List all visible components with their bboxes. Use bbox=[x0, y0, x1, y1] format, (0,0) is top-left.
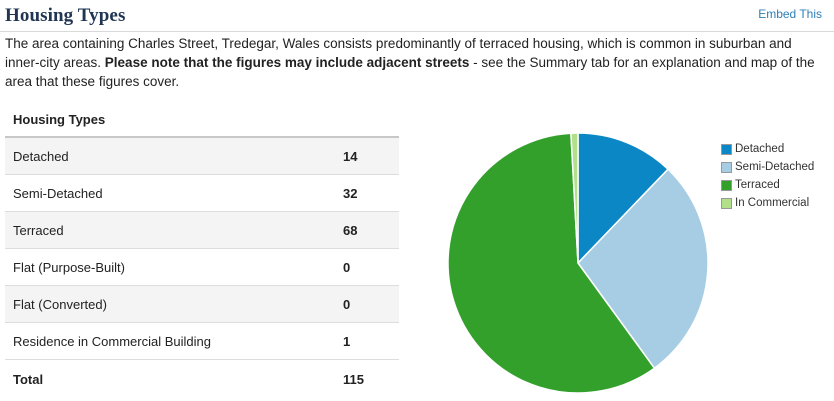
table-row: Flat (Converted) 0 bbox=[5, 286, 399, 323]
legend-label: Detached bbox=[735, 143, 784, 155]
row-label: Terraced bbox=[5, 212, 343, 249]
legend-swatch bbox=[721, 162, 732, 173]
row-value: 0 bbox=[343, 286, 399, 323]
row-label: Flat (Converted) bbox=[5, 286, 343, 323]
embed-this-link[interactable]: Embed This bbox=[758, 7, 822, 21]
row-value: 0 bbox=[343, 249, 399, 286]
description-note: Please note that the figures may include… bbox=[105, 55, 470, 70]
legend-swatch bbox=[721, 144, 732, 155]
table-row: Detached 14 bbox=[5, 137, 399, 175]
legend-item: In Commercial bbox=[721, 194, 814, 212]
total-value: 115 bbox=[343, 360, 399, 399]
legend-label: In Commercial bbox=[735, 197, 809, 209]
section-title: Housing Types bbox=[5, 5, 125, 27]
legend-label: Semi-Detached bbox=[735, 161, 814, 173]
housing-pie-chart bbox=[445, 130, 711, 396]
legend-swatch bbox=[721, 180, 732, 191]
row-label: Residence in Commercial Building bbox=[5, 323, 343, 360]
legend-item: Detached bbox=[721, 140, 814, 158]
row-value: 1 bbox=[343, 323, 399, 360]
section-header: Housing Types Embed This bbox=[0, 0, 834, 32]
row-label: Flat (Purpose-Built) bbox=[5, 249, 343, 286]
row-label: Semi-Detached bbox=[5, 175, 343, 212]
legend-label: Terraced bbox=[735, 179, 780, 191]
table-total-row: Total 115 bbox=[5, 360, 399, 399]
row-value: 32 bbox=[343, 175, 399, 212]
housing-types-table: Housing Types Detached 14 Semi-Detached … bbox=[5, 102, 399, 398]
row-value: 14 bbox=[343, 137, 399, 175]
table-row: Residence in Commercial Building 1 bbox=[5, 323, 399, 360]
legend-swatch bbox=[721, 198, 732, 209]
table-row: Semi-Detached 32 bbox=[5, 175, 399, 212]
row-value: 68 bbox=[343, 212, 399, 249]
row-label: Detached bbox=[5, 137, 343, 175]
total-label: Total bbox=[5, 360, 343, 399]
table-header: Housing Types bbox=[5, 102, 399, 137]
legend-item: Terraced bbox=[721, 176, 814, 194]
table-row: Flat (Purpose-Built) 0 bbox=[5, 249, 399, 286]
table-row: Terraced 68 bbox=[5, 212, 399, 249]
table-header-row: Housing Types bbox=[5, 102, 399, 137]
legend-item: Semi-Detached bbox=[721, 158, 814, 176]
description-text: The area containing Charles Street, Tred… bbox=[5, 34, 827, 91]
chart-legend: Detached Semi-Detached Terraced In Commerci… bbox=[721, 140, 814, 212]
